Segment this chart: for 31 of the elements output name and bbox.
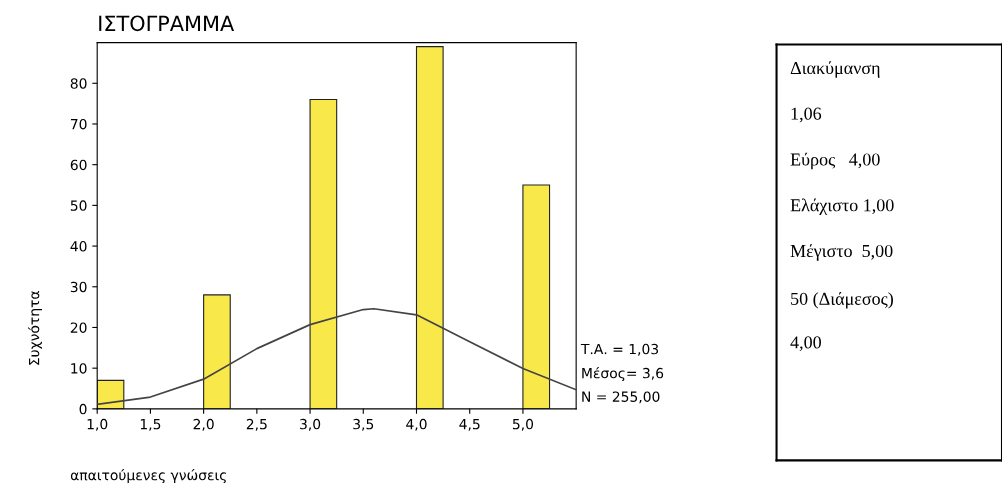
text: Τ.Α. = 1,03 [580, 343, 659, 356]
text: Ελάχιστο 1,00 [790, 198, 894, 215]
x-tick-label: 2,5 [246, 418, 267, 431]
x-tick-label: 4,5 [459, 419, 480, 431]
x-tick-label: 3,5 [353, 418, 374, 431]
text: Μέγιστο 5,00 [790, 244, 893, 261]
text: Διακύμανση [790, 61, 880, 78]
y-tick-label: 0 [79, 403, 87, 415]
chart-title: ΙΣΤΟΓΡΑΜΜΑ [99, 15, 235, 32]
text: 1,06 [791, 107, 822, 123]
y-axis-title: Συχνότητα [28, 291, 43, 365]
x-tick-label: 1,5 [140, 419, 161, 431]
x-tick-label: 5,0 [512, 418, 534, 431]
y-tick-label: 10 [71, 363, 87, 374]
y-tick-label: 50 [70, 200, 87, 211]
text: 50 (Διάμεσος) [791, 291, 893, 309]
x-tick-label: 1,0 [87, 418, 108, 431]
x-tick-label: 4,0 [406, 418, 427, 431]
y-tick-label: 30 [70, 281, 87, 293]
x-tick-label: 2,0 [193, 418, 214, 431]
x-axis-title: απαιτούμενες γνώσεις [70, 469, 226, 484]
x-tick-label: 3,0 [300, 418, 321, 431]
y-tick-label: 60 [70, 159, 87, 171]
text: N = 255,00 [582, 391, 660, 404]
y-tick-label: 70 [70, 118, 87, 130]
text: Μέσος= 3,6 [582, 367, 664, 382]
text: Εύρος 4,00 [790, 152, 880, 170]
text: 4,00 [790, 336, 821, 352]
y-tick-label: 20 [70, 322, 87, 333]
y-tick-label: 40 [70, 241, 87, 252]
y-tick-label: 80 [70, 78, 87, 89]
